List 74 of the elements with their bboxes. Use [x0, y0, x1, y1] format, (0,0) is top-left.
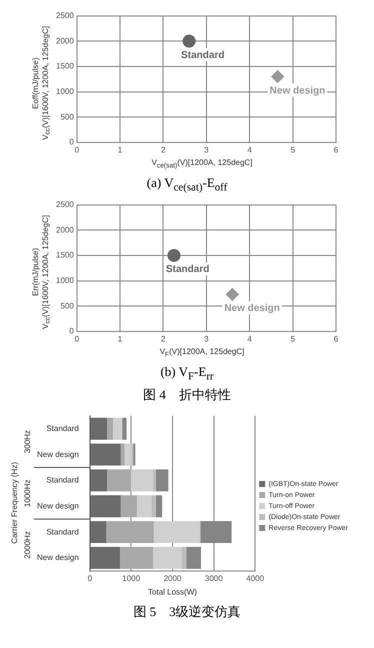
text: 1000Hz — [23, 480, 32, 508]
bar — [153, 547, 182, 570]
bar — [136, 496, 152, 518]
y-tick-label: New design — [36, 553, 79, 562]
bar — [130, 470, 154, 492]
x-tick-label: 1 — [118, 334, 124, 344]
text: (b) V$_{F}$-E$_{rr}$ — [160, 364, 214, 382]
y-tick-label: 500 — [60, 112, 75, 122]
bar — [106, 521, 154, 544]
y-axis-title: Carrier Frequency (Hz) — [10, 462, 20, 544]
bar — [90, 521, 106, 544]
y-tick-label: 2000 — [56, 36, 75, 46]
x-tick-label: 6 — [334, 145, 340, 154]
x-tick-label: 4000 — [246, 574, 265, 584]
x-axis-title: V$_{F}$(V)[1200A, 125degC] — [160, 347, 244, 359]
bar — [90, 418, 108, 440]
bar — [90, 444, 121, 466]
x-axis-title: Total Loss(W) — [148, 588, 198, 597]
bar — [122, 418, 127, 440]
x-tick-label: 2000 — [164, 574, 182, 584]
x-tick-label: 5 — [290, 334, 296, 344]
text: 图 5 3级逆变仿真 — [133, 603, 241, 622]
y-tick-label: 2000 — [56, 226, 75, 235]
series-label: New design — [224, 303, 280, 314]
x-tick-label: 1000 — [122, 574, 141, 584]
x-tick-label: 3000 — [204, 574, 224, 584]
bar — [153, 470, 156, 492]
bar — [107, 418, 113, 440]
y-tick-label: 1000 — [56, 86, 75, 96]
bar — [107, 470, 131, 492]
bar — [120, 496, 137, 518]
x-tick-label: 5 — [290, 145, 296, 154]
text: 300Hz — [23, 430, 32, 454]
series-label: Standard — [166, 264, 210, 276]
y-tick-label: 0 — [70, 138, 75, 147]
y-tick-label: 1500 — [56, 62, 75, 71]
x-tick-label: 4 — [248, 145, 253, 154]
y-tick-label: 0 — [70, 326, 75, 336]
bar — [182, 547, 187, 570]
bar — [90, 470, 108, 492]
caption: 图 4 折中特性 — [143, 386, 231, 404]
y-tick-label: Standard — [46, 424, 79, 434]
y-tick-label: 500 — [60, 301, 75, 310]
bar — [156, 470, 168, 492]
y-tick-label: 2500 — [56, 200, 75, 210]
x-tick-label: 2 — [161, 145, 166, 154]
bar — [90, 496, 121, 518]
bar — [124, 444, 132, 466]
y-tick-label: New design — [36, 450, 79, 460]
x-tick-label: 4 — [248, 334, 253, 344]
x-tick-label: 1 — [118, 145, 124, 154]
bar — [112, 418, 122, 440]
x-tick-label: 6 — [334, 334, 340, 344]
y-tick-label: New design — [36, 502, 79, 511]
y-tick-label: 1000 — [56, 276, 75, 286]
bar — [154, 521, 200, 544]
text: (a) V$_{ce(sat)}$-E$_{off}$ — [146, 174, 228, 194]
bar — [90, 547, 120, 570]
x-tick-label: 3 — [204, 334, 210, 344]
text: 2000Hz — [23, 532, 32, 560]
x-axis-title: V$_{ce(sat)}$(V)[1200A, 125degC] — [152, 158, 252, 170]
x-tick-label: 3 — [204, 145, 210, 154]
series-label: New design — [270, 85, 326, 96]
y-tick-label: Standard — [46, 528, 79, 537]
x-tick-label: 0 — [88, 574, 93, 584]
bar — [120, 444, 125, 466]
bar — [120, 547, 154, 570]
series-label: Standard — [181, 50, 225, 61]
y-tick-label: 1500 — [56, 250, 75, 260]
bar — [151, 496, 156, 518]
y-tick-label: Standard — [46, 476, 79, 485]
x-tick-label: 2 — [161, 334, 166, 344]
bar — [156, 496, 162, 518]
y-tick-label: 2500 — [56, 11, 75, 20]
